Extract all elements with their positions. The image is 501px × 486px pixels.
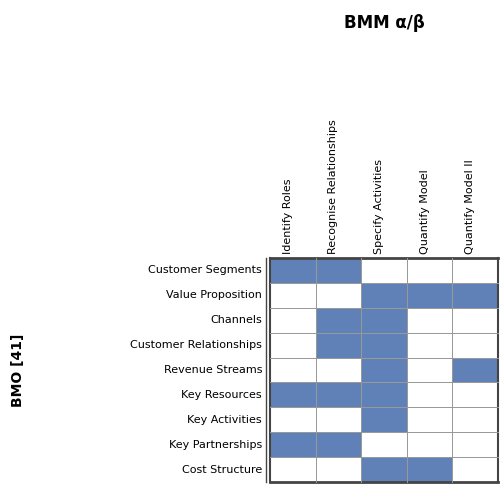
Bar: [451, 407, 497, 432]
Bar: [270, 308, 315, 332]
Bar: [270, 432, 315, 457]
Bar: [361, 332, 406, 358]
Text: Specify Activities: Specify Activities: [373, 159, 383, 254]
Text: BMM α/β: BMM α/β: [343, 14, 423, 32]
Bar: [361, 407, 406, 432]
Bar: [406, 258, 451, 283]
Text: Cost Structure: Cost Structure: [181, 465, 262, 474]
Bar: [406, 332, 451, 358]
Text: Key Activities: Key Activities: [187, 415, 262, 425]
Bar: [451, 382, 497, 407]
Bar: [361, 382, 406, 407]
Text: Key Partnerships: Key Partnerships: [168, 440, 262, 450]
Bar: [270, 258, 315, 283]
Text: Identify Roles: Identify Roles: [282, 178, 292, 254]
Bar: [406, 457, 451, 482]
Bar: [315, 457, 361, 482]
Bar: [406, 382, 451, 407]
Bar: [451, 358, 497, 382]
Bar: [451, 332, 497, 358]
Bar: [315, 332, 361, 358]
Bar: [361, 283, 406, 308]
Bar: [361, 457, 406, 482]
Bar: [451, 283, 497, 308]
Bar: [451, 308, 497, 332]
Bar: [315, 283, 361, 308]
Text: Customer Relationships: Customer Relationships: [130, 340, 262, 350]
Bar: [361, 432, 406, 457]
Bar: [361, 358, 406, 382]
Bar: [315, 407, 361, 432]
Bar: [361, 258, 406, 283]
Text: BMO [41]: BMO [41]: [11, 333, 25, 407]
Bar: [270, 407, 315, 432]
Bar: [406, 432, 451, 457]
Bar: [315, 382, 361, 407]
Text: Key Resources: Key Resources: [181, 390, 262, 400]
Bar: [451, 258, 497, 283]
Bar: [406, 308, 451, 332]
Bar: [270, 358, 315, 382]
Bar: [270, 283, 315, 308]
Bar: [406, 407, 451, 432]
Text: Channels: Channels: [210, 315, 262, 325]
Text: Quantify Model II: Quantify Model II: [464, 159, 474, 254]
Text: Recognise Relationships: Recognise Relationships: [328, 119, 338, 254]
Bar: [270, 332, 315, 358]
Bar: [315, 432, 361, 457]
Bar: [451, 432, 497, 457]
Bar: [361, 308, 406, 332]
Text: Value Proposition: Value Proposition: [166, 290, 262, 300]
Bar: [315, 258, 361, 283]
Text: Revenue Streams: Revenue Streams: [163, 365, 262, 375]
Bar: [406, 358, 451, 382]
Bar: [406, 283, 451, 308]
Bar: [315, 358, 361, 382]
Text: Quantify Model: Quantify Model: [419, 169, 429, 254]
Bar: [315, 308, 361, 332]
Text: Customer Segments: Customer Segments: [148, 265, 262, 276]
Bar: [270, 457, 315, 482]
Bar: [270, 382, 315, 407]
Bar: [451, 457, 497, 482]
